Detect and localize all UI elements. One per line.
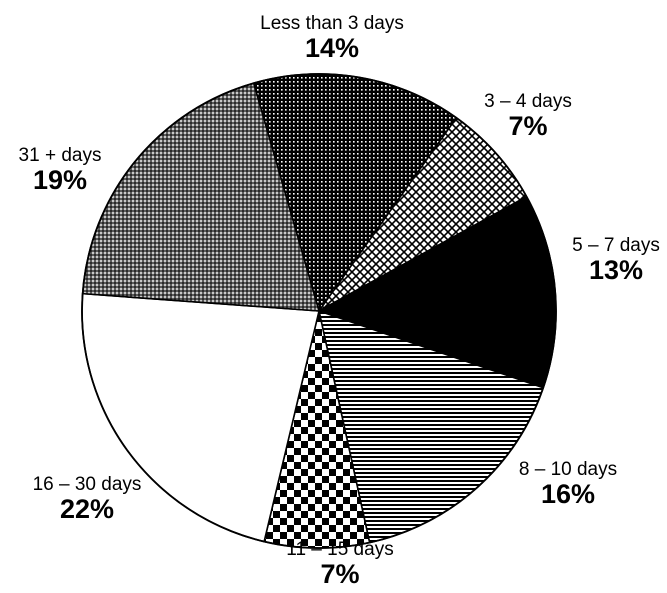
slice-category-label: 31 + days	[18, 145, 102, 166]
slice-percent-label: 16%	[540, 479, 596, 509]
pie-outline	[81, 73, 557, 549]
slice-category-label: Less than 3 days	[260, 13, 404, 34]
slice-category-label: 8 – 10 days	[518, 459, 618, 480]
slice-label-less-than-3-days: Less than 3 days 14%	[222, 14, 442, 62]
slice-category-label: 5 – 7 days	[572, 235, 660, 256]
slice-label-3-4-days: 3 – 4 days 7%	[463, 92, 593, 140]
slice-label-31-days: 31 + days 19%	[0, 146, 120, 194]
slice-percent-label: 19%	[32, 165, 88, 195]
slice-percent-label: 7%	[508, 111, 548, 141]
slice-percent-label: 14%	[304, 33, 360, 63]
slice-category-label: 3 – 4 days	[484, 91, 572, 112]
slice-category-label: 16 – 30 days	[32, 474, 142, 495]
slice-label-11-15-days: 11 – 15 days 7%	[260, 540, 420, 588]
slice-label-5-7-days: 5 – 7 days 13%	[556, 236, 667, 284]
slice-percent-label: 7%	[320, 559, 360, 589]
slice-label-16-30-days: 16 – 30 days 22%	[12, 475, 162, 523]
slice-label-8-10-days: 8 – 10 days 16%	[498, 460, 638, 508]
slice-category-label: 11 – 15 days	[286, 539, 394, 560]
slice-percent-label: 22%	[59, 494, 115, 524]
slice-percent-label: 13%	[588, 255, 644, 285]
